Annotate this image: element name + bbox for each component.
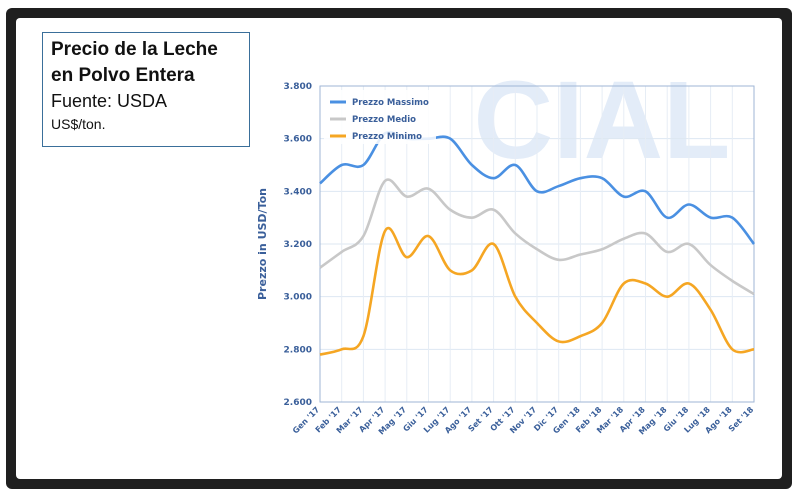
y-axis-label: Prezzo in USD/Ton: [256, 188, 269, 300]
caption-box: Precio de la Leche en Polvo Entera Fuent…: [42, 32, 250, 147]
y-tick-label: 3.200: [284, 240, 312, 250]
legend-label: Prezzo Medio: [352, 115, 416, 125]
y-tick-label: 3.800: [284, 82, 312, 92]
series-line: [319, 178, 755, 296]
caption-unit: US$/ton.: [51, 116, 106, 132]
plot-border: [319, 85, 755, 403]
y-tick-label: 3.000: [284, 293, 312, 303]
y-tick-label: 2.600: [284, 398, 312, 408]
legend: Prezzo Massimo Prezzo Medio Prezzo Minimo: [324, 90, 436, 144]
legend-label: Prezzo Minimo: [352, 132, 422, 142]
series-line: [319, 226, 755, 356]
axes: [319, 85, 755, 403]
slide: Precio de la Leche en Polvo Entera Fuent…: [16, 18, 782, 479]
y-tick-label: 3.400: [284, 187, 312, 197]
caption-title: Precio de la Leche en Polvo Entera: [51, 39, 218, 86]
y-tick-labels: 2.600 2.800 3.000 3.200 3.400 3.600 3.800: [284, 82, 312, 408]
y-tick-label: 3.600: [284, 135, 312, 145]
line-chart: CIAL 2.6002.8003.0003.2003.4003.6003.800…: [256, 59, 756, 437]
y-tick-label: 2.800: [284, 345, 312, 355]
caption-source: Fuente: USDA: [51, 91, 168, 111]
legend-label: Prezzo Massimo: [352, 98, 429, 108]
